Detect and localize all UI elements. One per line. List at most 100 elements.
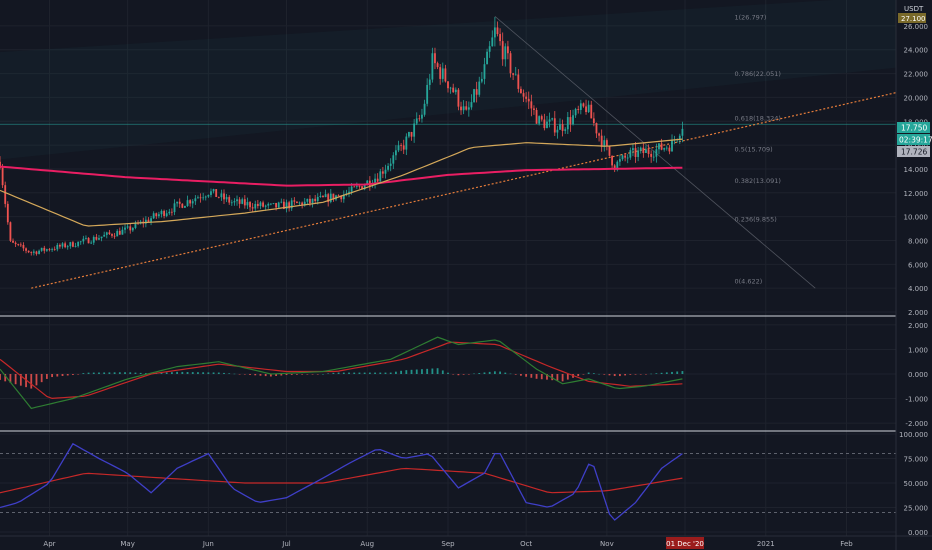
candle[interactable] bbox=[38, 250, 40, 254]
candle[interactable] bbox=[134, 222, 137, 228]
candle[interactable] bbox=[45, 249, 48, 251]
candle[interactable] bbox=[681, 128, 684, 136]
candle[interactable] bbox=[374, 178, 376, 185]
candle[interactable] bbox=[197, 197, 199, 199]
candle[interactable] bbox=[194, 198, 197, 202]
candle[interactable] bbox=[32, 251, 35, 253]
candle[interactable] bbox=[223, 193, 225, 200]
candle[interactable] bbox=[51, 249, 54, 251]
candle[interactable] bbox=[533, 108, 535, 110]
candle[interactable] bbox=[608, 145, 611, 156]
candle[interactable] bbox=[124, 227, 126, 230]
candle[interactable] bbox=[363, 185, 366, 190]
candle[interactable] bbox=[397, 145, 400, 151]
candle[interactable] bbox=[293, 200, 296, 202]
candle[interactable] bbox=[540, 116, 543, 120]
candle[interactable] bbox=[447, 81, 449, 89]
candle[interactable] bbox=[212, 189, 215, 192]
candle[interactable] bbox=[204, 196, 207, 198]
candle[interactable] bbox=[431, 53, 434, 80]
candle[interactable] bbox=[243, 199, 246, 206]
candle[interactable] bbox=[207, 194, 210, 197]
candle[interactable] bbox=[598, 133, 600, 136]
candle[interactable] bbox=[82, 238, 85, 242]
candle[interactable] bbox=[632, 148, 634, 151]
candle[interactable] bbox=[415, 118, 418, 124]
candle[interactable] bbox=[228, 197, 231, 203]
candle[interactable] bbox=[642, 147, 645, 153]
price-scale[interactable]: 2.0004.0006.0008.00010.00012.00014.00016… bbox=[895, 0, 928, 550]
candle[interactable] bbox=[423, 103, 426, 115]
candle[interactable] bbox=[587, 104, 590, 113]
candle[interactable] bbox=[556, 129, 559, 133]
candle[interactable] bbox=[269, 203, 272, 205]
candle[interactable] bbox=[603, 140, 606, 147]
candle[interactable] bbox=[272, 202, 275, 204]
candle[interactable] bbox=[538, 116, 541, 124]
candle[interactable] bbox=[361, 186, 363, 190]
candle[interactable] bbox=[418, 118, 421, 120]
candle[interactable] bbox=[572, 115, 574, 125]
candle[interactable] bbox=[561, 124, 564, 131]
candle[interactable] bbox=[296, 201, 298, 204]
candle[interactable] bbox=[652, 156, 655, 158]
candle[interactable] bbox=[181, 203, 184, 208]
candle[interactable] bbox=[634, 148, 637, 158]
candle[interactable] bbox=[658, 143, 660, 150]
candle[interactable] bbox=[663, 148, 666, 150]
candle[interactable] bbox=[499, 34, 502, 42]
candle[interactable] bbox=[353, 186, 356, 188]
candle[interactable] bbox=[298, 202, 301, 204]
candle[interactable] bbox=[92, 236, 95, 243]
candle[interactable] bbox=[530, 101, 533, 109]
candle[interactable] bbox=[155, 213, 158, 217]
candle[interactable] bbox=[251, 207, 254, 209]
candle[interactable] bbox=[329, 193, 332, 202]
candle[interactable] bbox=[647, 149, 650, 154]
candle[interactable] bbox=[493, 27, 496, 38]
candle[interactable] bbox=[645, 149, 647, 153]
candle[interactable] bbox=[288, 202, 291, 209]
candle[interactable] bbox=[249, 202, 251, 208]
candle[interactable] bbox=[660, 143, 663, 150]
candle[interactable] bbox=[381, 171, 384, 174]
candle[interactable] bbox=[189, 200, 192, 204]
candle[interactable] bbox=[441, 68, 444, 79]
candle[interactable] bbox=[376, 178, 379, 182]
candle[interactable] bbox=[147, 219, 150, 222]
candle[interactable] bbox=[517, 74, 520, 89]
candle[interactable] bbox=[163, 210, 166, 216]
candle[interactable] bbox=[105, 232, 108, 235]
candle[interactable] bbox=[225, 197, 228, 200]
candle[interactable] bbox=[324, 194, 327, 198]
candle[interactable] bbox=[246, 202, 249, 206]
candle[interactable] bbox=[111, 234, 113, 236]
rsi-pane[interactable] bbox=[0, 442, 896, 521]
candle[interactable] bbox=[230, 202, 233, 204]
candle[interactable] bbox=[350, 186, 353, 192]
candle[interactable] bbox=[150, 218, 152, 222]
candle[interactable] bbox=[157, 214, 160, 217]
candle[interactable] bbox=[428, 79, 431, 85]
candle[interactable] bbox=[301, 202, 304, 206]
candle[interactable] bbox=[470, 102, 473, 108]
candle[interactable] bbox=[621, 155, 624, 160]
candle[interactable] bbox=[665, 147, 668, 149]
candle[interactable] bbox=[439, 67, 442, 79]
candle[interactable] bbox=[467, 107, 470, 110]
candle[interactable] bbox=[256, 203, 259, 207]
candle[interactable] bbox=[327, 194, 330, 202]
candle[interactable] bbox=[613, 165, 616, 170]
candle[interactable] bbox=[121, 229, 124, 235]
candle[interactable] bbox=[210, 191, 212, 195]
candle[interactable] bbox=[629, 150, 632, 158]
candle[interactable] bbox=[165, 213, 168, 216]
candle[interactable] bbox=[577, 109, 580, 110]
candle[interactable] bbox=[202, 197, 205, 199]
candle[interactable] bbox=[678, 135, 681, 140]
candle[interactable] bbox=[491, 37, 494, 47]
candle[interactable] bbox=[486, 51, 488, 65]
candle[interactable] bbox=[0, 161, 1, 168]
candle[interactable] bbox=[186, 200, 189, 206]
